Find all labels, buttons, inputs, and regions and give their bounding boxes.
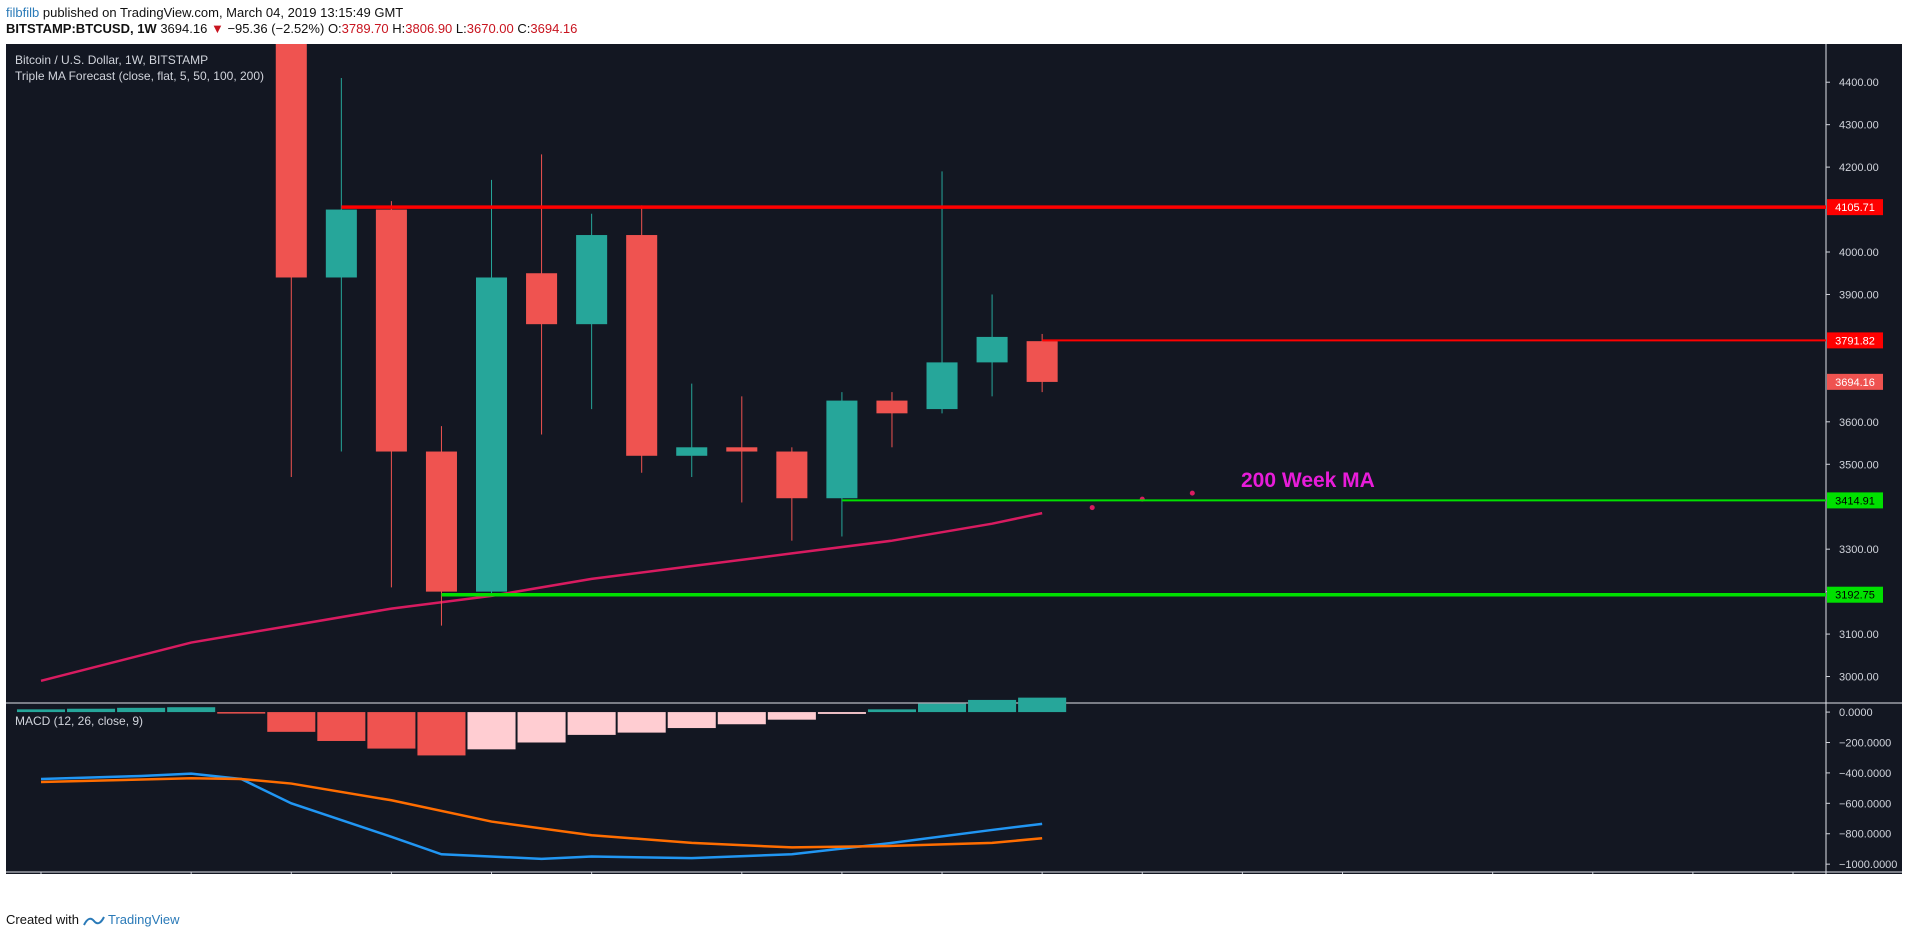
candle-body: [626, 235, 658, 456]
price-tag-label: 3791.82: [1835, 335, 1875, 347]
y-tick-label: 4200.00: [1839, 162, 1879, 174]
y-tick-label: 3500.00: [1839, 459, 1879, 471]
chart-frame[interactable]: 3000.003100.003200.003300.003500.003600.…: [6, 44, 1902, 874]
candle-body: [826, 400, 858, 499]
y-tick-label: 4000.00: [1839, 247, 1879, 259]
chart-canvas[interactable]: 3000.003100.003200.003300.003500.003600.…: [6, 44, 1902, 874]
macd-hist-bar: [467, 712, 516, 750]
candle-body: [876, 400, 908, 414]
main-pane-title: Bitcoin / U.S. Dollar, 1W, BITSTAMP: [15, 53, 209, 67]
y-tick-label: 3900.00: [1839, 289, 1879, 301]
low-value: 3670.00: [466, 21, 514, 36]
macd-title[interactable]: MACD (12, 26, close, 9): [15, 714, 144, 728]
macd-hist-bar: [767, 712, 816, 720]
candle-body: [1026, 341, 1058, 382]
price-tag-label: 4105.71: [1835, 202, 1875, 214]
price-tag-bg: [1827, 373, 1883, 390]
macd-hist-bar: [267, 712, 316, 732]
macd-hist-bar: [317, 712, 366, 741]
author-link[interactable]: filbfilb: [6, 5, 40, 20]
macd-hist-bar: [968, 699, 1017, 713]
macd-y-tick-label: −400.0000: [1839, 768, 1891, 780]
macd-hist-bar: [367, 712, 416, 749]
price-tag-label: 3694.16: [1835, 377, 1875, 389]
created-with-label: Created with: [6, 912, 79, 927]
price-tag-label: 3192.75: [1835, 590, 1875, 602]
ma200-forecast-dot: [1189, 490, 1195, 496]
price-tag-bg: [1827, 492, 1883, 509]
macd-hist-bar: [617, 712, 666, 733]
macd-hist-bar: [567, 712, 616, 735]
price-tag-bg: [1827, 586, 1883, 603]
candle-body: [526, 273, 558, 325]
y-tick-label: 3100.00: [1839, 629, 1879, 641]
price-tag-bg: [1827, 199, 1883, 216]
macd-y-tick-label: −1000.0000: [1839, 859, 1897, 871]
macd-hist-bar: [417, 712, 466, 756]
macd-hist-bar: [217, 712, 266, 714]
price-tag-label: 3414.91: [1835, 495, 1875, 507]
macd-y-tick-label: −200.0000: [1839, 737, 1891, 749]
high-value: 3806.90: [405, 21, 453, 36]
chart-header: filbfilb published on TradingView.com, M…: [6, 5, 577, 37]
macd-hist-bar: [867, 709, 916, 713]
last-price: 3694.16: [160, 21, 208, 36]
candle-body: [425, 451, 457, 592]
price-change: −95.36 (−2.52%): [227, 21, 325, 36]
y-tick-label: 4400.00: [1839, 77, 1879, 89]
symbol-label: BITSTAMP:BTCUSD, 1W: [6, 21, 157, 36]
macd-y-tick-label: −800.0000: [1839, 829, 1891, 841]
macd-hist-bar: [67, 708, 116, 713]
open-label: O:: [327, 21, 342, 36]
y-tick-label: 3600.00: [1839, 417, 1879, 429]
candle-body: [576, 235, 608, 325]
y-tick-label: 4300.00: [1839, 120, 1879, 132]
macd-hist-bar: [517, 712, 566, 743]
macd-y-tick-label: −600.0000: [1839, 798, 1891, 810]
ma-annotation: 200 Week MA: [1241, 469, 1375, 492]
footer: Created with TradingView: [6, 912, 180, 927]
close-label: C:: [517, 21, 531, 36]
change-arrow-icon: ▼: [210, 21, 224, 36]
candle-body: [375, 209, 407, 452]
price-tag-bg: [1827, 332, 1883, 349]
y-tick-label: 3000.00: [1839, 672, 1879, 684]
candle-body: [776, 451, 808, 499]
ma200-line: [40, 511, 1043, 682]
candle-body: [726, 447, 758, 452]
tradingview-logo-icon: [82, 916, 105, 926]
ma200-forecast-dot: [1089, 505, 1095, 511]
publish-line: filbfilb published on TradingView.com, M…: [6, 5, 577, 21]
high-label: H:: [392, 21, 406, 36]
candle-body: [976, 336, 1008, 363]
y-tick-label: 3300.00: [1839, 544, 1879, 556]
ohlc-line: BITSTAMP:BTCUSD, 1W 3694.16 ▼ −95.36 (−2…: [6, 21, 577, 37]
candle-body: [926, 362, 958, 410]
candle-body: [475, 277, 508, 592]
candle-body: [325, 209, 357, 278]
open-value: 3789.70: [341, 21, 389, 36]
tradingview-link[interactable]: TradingView: [108, 912, 180, 927]
macd-hist-bar: [167, 707, 216, 713]
indicator-title[interactable]: Triple MA Forecast (close, flat, 5, 50, …: [15, 69, 264, 83]
close-value: 3694.16: [530, 21, 578, 36]
candle-body: [275, 44, 307, 278]
macd-hist-bar: [117, 707, 166, 713]
macd-y-tick-label: 0.0000: [1839, 707, 1873, 719]
macd-hist-bar: [717, 712, 766, 725]
publish-info: published on TradingView.com, March 04, …: [39, 5, 404, 20]
signal-line: [40, 776, 1043, 849]
macd-hist-bar: [667, 712, 716, 729]
macd-line: [40, 772, 1043, 861]
macd-hist-bar: [918, 703, 967, 713]
macd-hist-bar: [817, 712, 866, 714]
candle-body: [676, 447, 708, 456]
low-label: L:: [455, 21, 467, 36]
macd-hist-bar: [1018, 697, 1067, 713]
macd-hist-bar: [16, 709, 66, 713]
